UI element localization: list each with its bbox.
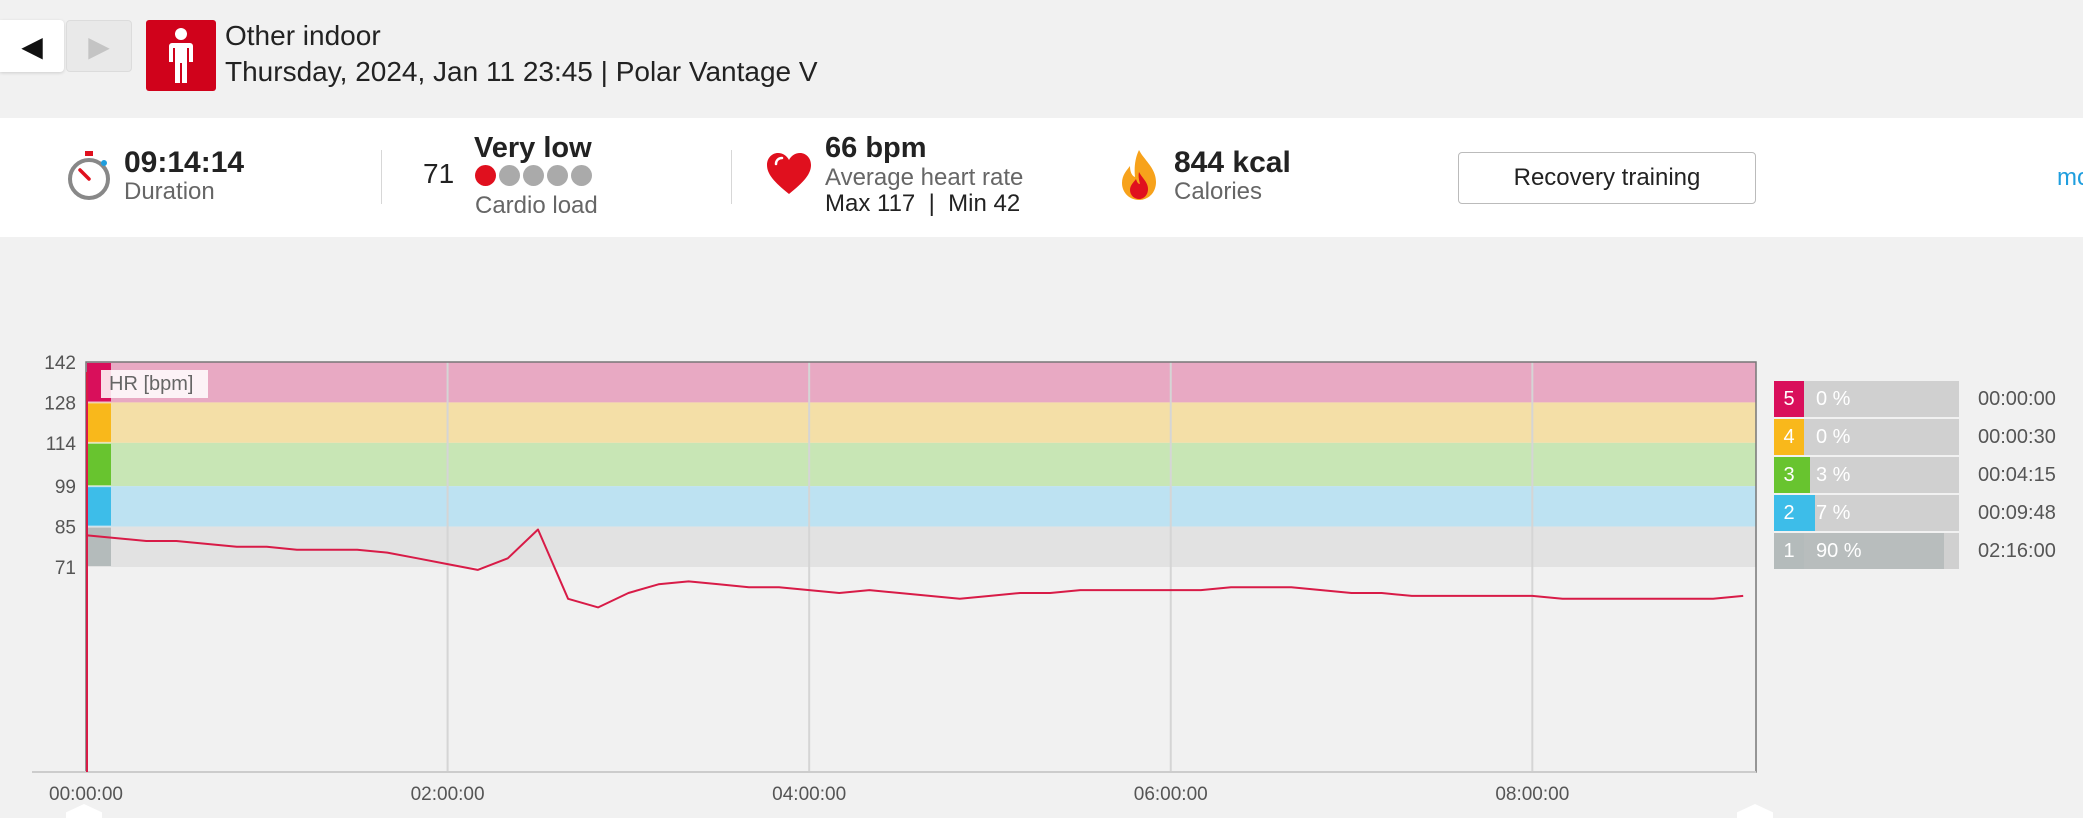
zone-marker-3: [87, 443, 111, 486]
zone-band-1: [86, 526, 1756, 567]
zone-percent: 0 %: [1816, 426, 1851, 448]
zone-fill-bar: [1804, 533, 1944, 569]
cardio-load-label: Cardio load: [475, 192, 598, 219]
more-link[interactable]: mo: [2057, 164, 2083, 191]
flame-icon: [1122, 150, 1156, 200]
zone-band-3: [86, 442, 1756, 487]
zone-marker-4: [87, 403, 111, 442]
sport-title: Other indoor: [225, 20, 381, 51]
person-standing-icon: [169, 27, 193, 83]
calories-value: 844 kcal: [1174, 146, 1291, 179]
y-tick-label: 142: [44, 353, 76, 374]
zone-percent: 90 %: [1816, 540, 1862, 562]
session-subtitle: Thursday, 2024, Jan 11 23:45 | Polar Van…: [225, 56, 818, 87]
divider: [381, 150, 382, 204]
zone-percent: 3 %: [1816, 464, 1851, 486]
x-tick-label: 04:00:00: [772, 784, 846, 805]
y-tick-label: 114: [46, 434, 77, 455]
zone-time: 00:09:48: [1978, 502, 2056, 524]
training-benefit-button[interactable]: Recovery training: [1458, 152, 1756, 204]
x-tick-label: 08:00:00: [1495, 784, 1569, 805]
zone-row-5: 5 0 %: [1774, 381, 1959, 417]
zone-band-2: [86, 486, 1756, 527]
x-tick-label: 06:00:00: [1134, 784, 1208, 805]
zone-number: 1: [1774, 533, 1804, 569]
cardio-load-dots: [475, 165, 595, 191]
triangle-right-icon: ▶: [88, 30, 110, 62]
zone-fill-bar: [1804, 457, 1810, 493]
cardio-dot: [547, 165, 568, 186]
avg-hr-label: Average heart rate: [825, 164, 1024, 191]
cardio-dot: [571, 165, 592, 186]
y-tick-label: 71: [55, 558, 76, 579]
zone-row-2: 2 7 %: [1774, 495, 1959, 531]
cardio-dot: [523, 165, 544, 186]
zone-percent: 7 %: [1816, 502, 1851, 524]
zone-row-1: 1 90 %: [1774, 533, 1959, 569]
y-tick-label: 99: [55, 477, 76, 498]
zone-number: 2: [1774, 495, 1804, 531]
forward-button[interactable]: ▶: [66, 20, 132, 72]
zone-percent: 0 %: [1816, 388, 1851, 410]
y-tick-label: 85: [55, 518, 76, 539]
zone-row-3: 3 3 %: [1774, 457, 1959, 493]
zone-band-4: [86, 402, 1756, 443]
zone-row-4: 4 0 %: [1774, 419, 1959, 455]
back-button[interactable]: ◀: [0, 20, 64, 72]
series-label-bg: [101, 370, 208, 398]
duration-value: 09:14:14: [124, 146, 245, 179]
triangle-left-icon: ◀: [21, 30, 43, 62]
zone-fill-bar: [1804, 495, 1815, 531]
zone-time: 02:16:00: [1978, 540, 2056, 562]
avg-hr-value: 66 bpm: [825, 132, 927, 164]
y-tick-label: 128: [44, 393, 76, 414]
cardio-dot: [499, 165, 520, 186]
cardio-load-level: Very low: [474, 132, 592, 164]
hr-series-line: [85, 528, 1744, 609]
heart-rate-chart[interactable]: 71 85 99 114 128 142 00:00:00 02:00:00 04:00:00…: [0, 350, 1770, 810]
hr-max-min: Max 117 | Min 42: [825, 190, 1021, 217]
zone-time: 00:04:15: [1978, 464, 2056, 486]
cardio-load-score: 71: [423, 158, 455, 189]
x-tick-label: 02:00:00: [411, 784, 485, 805]
zone-number: 5: [1774, 381, 1804, 417]
summary-bar: 09:14:14 Duration 71 Very low Cardio loa…: [0, 118, 2083, 237]
zone-band-5: [86, 362, 1756, 403]
x-tick-label: 00:00:00: [49, 784, 123, 805]
zone-number: 4: [1774, 419, 1804, 455]
heart-icon: [767, 153, 811, 194]
divider: [731, 150, 732, 204]
zone-number: 3: [1774, 457, 1804, 493]
calories-label: Calories: [1174, 178, 1263, 205]
series-label: HR [bpm]: [109, 373, 193, 395]
sport-badge: [146, 20, 216, 91]
zone-marker-1: [87, 527, 111, 566]
zone-time: 00:00:00: [1978, 388, 2056, 410]
cardio-dot: [475, 165, 496, 186]
stopwatch-icon: [68, 151, 110, 200]
zone-time: 00:00:30: [1978, 426, 2056, 448]
zone-marker-2: [87, 487, 111, 526]
duration-label: Duration: [124, 178, 215, 205]
